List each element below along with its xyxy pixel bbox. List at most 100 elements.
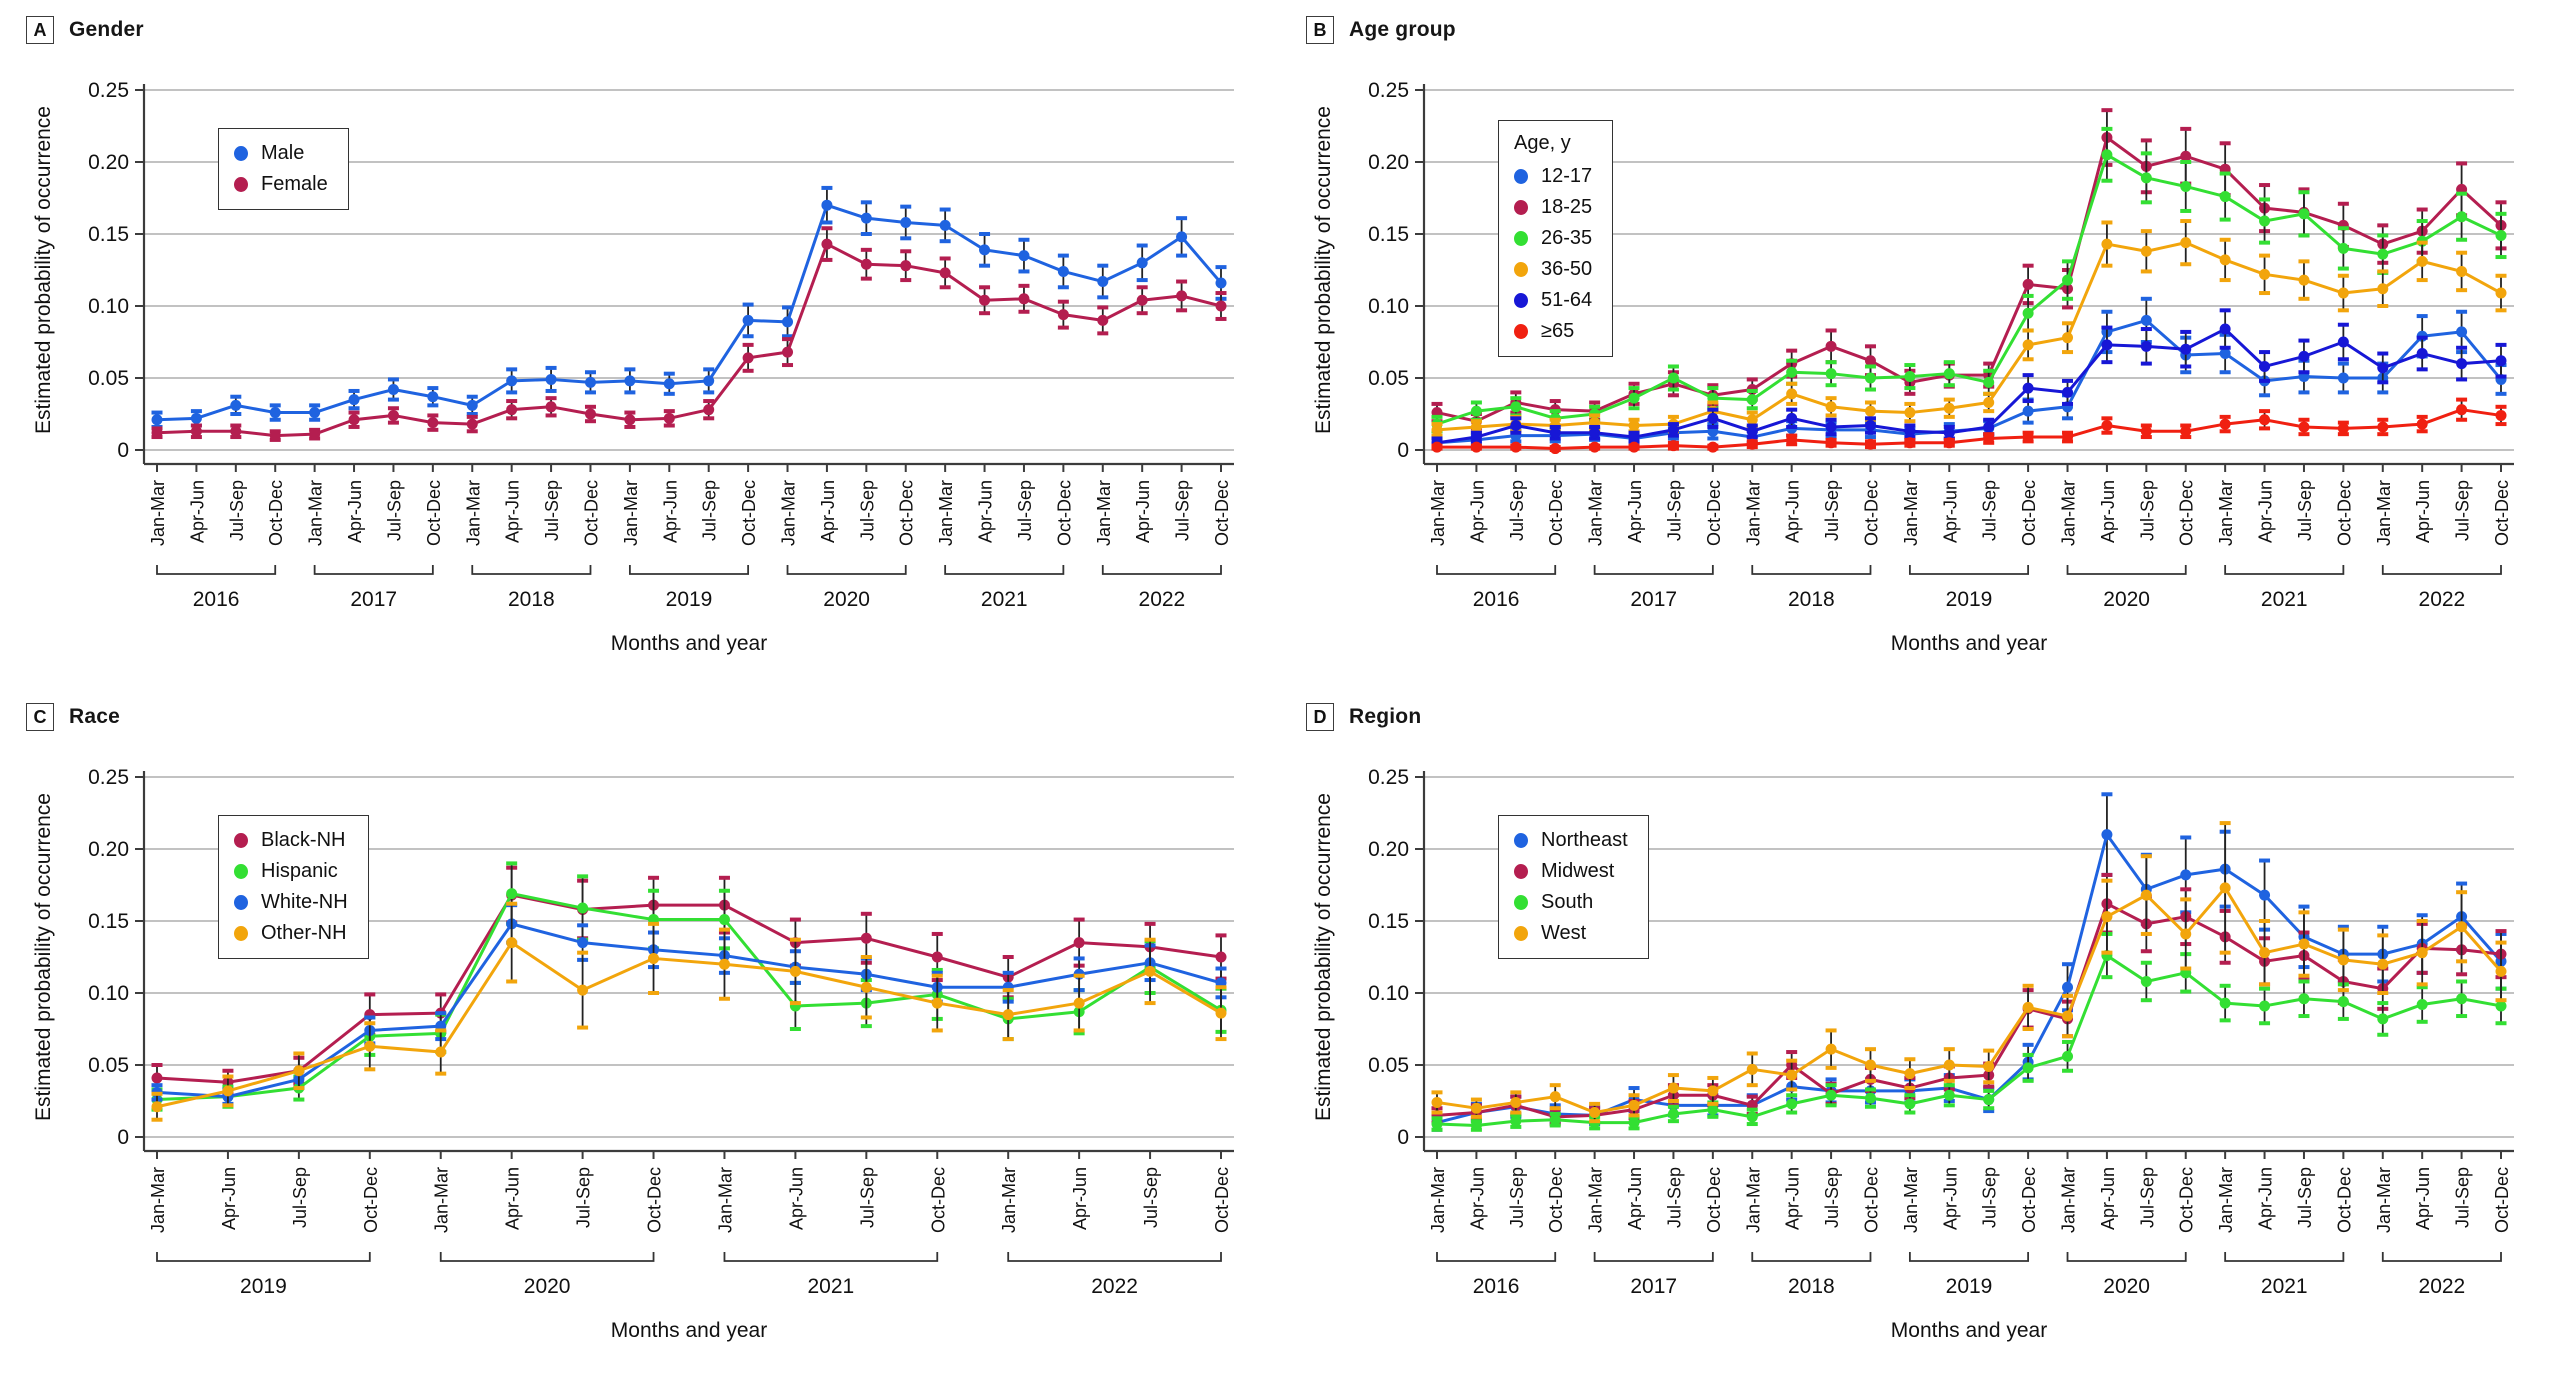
- legend-color-dot-icon: [1514, 262, 1528, 277]
- data-point: [1510, 1096, 1522, 1108]
- data-point: [1825, 1089, 1837, 1101]
- line-chart: 0 0.05 0.10 0.15 0.20 0.25 Estimated probabili…: [26, 737, 1261, 1351]
- year-label: 2018: [1788, 588, 1835, 611]
- data-point: [2101, 420, 2113, 432]
- data-point: [2022, 278, 2034, 290]
- data-point: [1746, 414, 1758, 426]
- data-point: [2180, 425, 2192, 437]
- year-bracket: [2381, 1252, 2502, 1262]
- year-label: 2018: [1788, 1275, 1835, 1298]
- data-point: [1667, 372, 1679, 384]
- x-tick-label: Jan-Mar: [2374, 480, 2394, 546]
- legend-label: Northeast: [1541, 829, 1628, 851]
- data-point: [1667, 1082, 1679, 1094]
- series-line-51-64: [1436, 327, 2502, 445]
- y-tick-label: 0.25: [1368, 766, 1409, 789]
- x-axis-label: Months and year: [611, 632, 767, 655]
- x-tick-label: Jan-Mar: [2059, 480, 2079, 546]
- legend-label: Male: [261, 142, 305, 164]
- x-axis-label: Months and year: [1891, 1319, 2047, 1342]
- year-bracket: [2381, 565, 2502, 575]
- x-tick-label: Jan-Mar: [999, 1167, 1019, 1233]
- x-tick-label: Jan-Mar: [2059, 1167, 2079, 1233]
- data-point: [1825, 437, 1837, 449]
- y-tick-label: 0.25: [88, 79, 129, 102]
- y-tick-label: 0: [1397, 439, 1409, 462]
- year-label: 2018: [508, 588, 555, 611]
- data-point: [230, 425, 242, 437]
- data-point: [1904, 1068, 1916, 1080]
- data-point: [190, 425, 202, 437]
- x-tick-label: Apr-Jun: [1625, 1167, 1645, 1230]
- chart-svg-gender: 0 0.05 0.10 0.15 0.20 0.25 Estimated probabili…: [32, 79, 1234, 655]
- series-line-26-35: [1436, 153, 2502, 426]
- data-point: [1746, 425, 1758, 437]
- data-point: [2337, 996, 2349, 1008]
- x-axis-label: Months and year: [611, 1319, 767, 1342]
- panel-region: D Region Northeast Midwest South West 0 0.05…: [1280, 687, 2560, 1375]
- y-tick-label: 0.10: [1368, 982, 1409, 1005]
- data-point: [2101, 829, 2113, 841]
- x-tick-label: Jul-Sep: [857, 1167, 877, 1228]
- x-tick-label: Apr-Jun: [187, 480, 207, 543]
- year-label: 2020: [524, 1275, 571, 1298]
- x-tick-label: Apr-Jun: [503, 480, 523, 543]
- year-label: 2016: [1473, 588, 1520, 611]
- legend: Male Female: [218, 128, 349, 210]
- data-point: [2219, 348, 2231, 360]
- data-point: [703, 375, 715, 387]
- data-point: [1904, 437, 1916, 449]
- year-label: 2019: [1946, 588, 1993, 611]
- data-point: [584, 376, 596, 388]
- x-tick-label: Jul-Sep: [227, 480, 247, 541]
- panel-letter: B: [1306, 16, 1334, 44]
- data-point: [309, 428, 321, 440]
- data-point: [624, 414, 636, 426]
- year-label: 2019: [666, 588, 713, 611]
- x-tick-label: Apr-Jun: [345, 480, 365, 543]
- data-point: [2416, 418, 2428, 430]
- series-line-Midwest: [1436, 902, 2502, 1119]
- legend-item: Northeast: [1514, 825, 1628, 856]
- x-tick-label: Oct-Dec: [1054, 480, 1074, 546]
- data-point: [1018, 250, 1030, 262]
- y-tick-label: 0.15: [88, 910, 129, 933]
- data-point: [1983, 432, 1995, 444]
- legend-color-dot-icon: [234, 833, 248, 848]
- data-point: [1431, 1118, 1443, 1130]
- x-tick-label: Jan-Mar: [1586, 480, 1606, 546]
- x-tick-label: Oct-Dec: [2334, 1167, 2354, 1233]
- data-point: [364, 1040, 376, 1052]
- data-point: [427, 417, 439, 429]
- data-point: [1825, 340, 1837, 352]
- panel-header: D Region: [1306, 701, 2560, 733]
- data-point: [2416, 999, 2428, 1011]
- data-point: [1215, 1007, 1227, 1019]
- data-point: [1549, 1091, 1561, 1103]
- x-tick-label: Jan-Mar: [1428, 1167, 1448, 1233]
- x-tick-label: Oct-Dec: [2019, 1167, 2039, 1233]
- year-bracket: [2224, 1252, 2345, 1262]
- data-point: [663, 412, 675, 424]
- data-point: [2140, 340, 2152, 352]
- data-point: [2062, 274, 2074, 286]
- data-point: [2062, 332, 2074, 344]
- data-point: [2022, 1062, 2034, 1074]
- data-point: [545, 373, 557, 385]
- data-point: [782, 346, 794, 358]
- panel-letter: C: [26, 703, 54, 731]
- legend-color-dot-icon: [234, 177, 248, 192]
- data-point: [2416, 947, 2428, 959]
- y-axis-label: Estimated probability of occurrence: [1312, 106, 1335, 434]
- data-point: [2180, 928, 2192, 940]
- data-point: [2456, 921, 2468, 933]
- x-tick-label: Jul-Sep: [1015, 480, 1035, 541]
- year-bracket: [439, 1252, 655, 1262]
- data-point: [545, 401, 557, 413]
- data-point: [506, 404, 518, 416]
- x-tick-label: Apr-Jun: [2256, 1167, 2276, 1230]
- data-point: [1707, 441, 1719, 453]
- data-point: [2495, 229, 2507, 241]
- year-label: 2017: [350, 588, 397, 611]
- legend-color-dot-icon: [1514, 200, 1528, 215]
